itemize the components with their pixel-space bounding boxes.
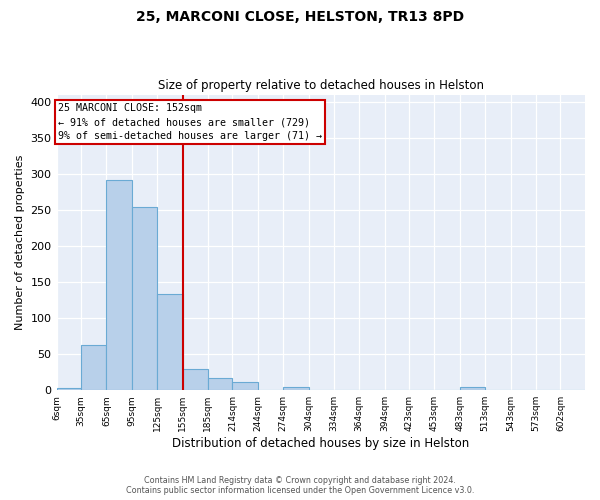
Bar (56, 388, 81, 390)
Bar (157, 294, 182, 390)
Title: Size of property relative to detached houses in Helston: Size of property relative to detached ho… (158, 79, 484, 92)
Bar (460, 388, 485, 390)
Bar (182, 368, 208, 390)
Bar (106, 180, 132, 390)
Bar (132, 207, 157, 390)
Text: 25, MARCONI CLOSE, HELSTON, TR13 8PD: 25, MARCONI CLOSE, HELSTON, TR13 8PD (136, 10, 464, 24)
Y-axis label: Number of detached properties: Number of detached properties (15, 154, 25, 330)
Bar (81, 346, 106, 390)
Bar (208, 378, 232, 390)
Text: 25 MARCONI CLOSE: 152sqm
← 91% of detached houses are smaller (729)
9% of semi-d: 25 MARCONI CLOSE: 152sqm ← 91% of detach… (58, 103, 322, 141)
Bar (283, 388, 308, 390)
X-axis label: Distribution of detached houses by size in Helston: Distribution of detached houses by size … (172, 437, 469, 450)
Text: Contains HM Land Registry data © Crown copyright and database right 2024.
Contai: Contains HM Land Registry data © Crown c… (126, 476, 474, 495)
Bar (232, 382, 258, 390)
